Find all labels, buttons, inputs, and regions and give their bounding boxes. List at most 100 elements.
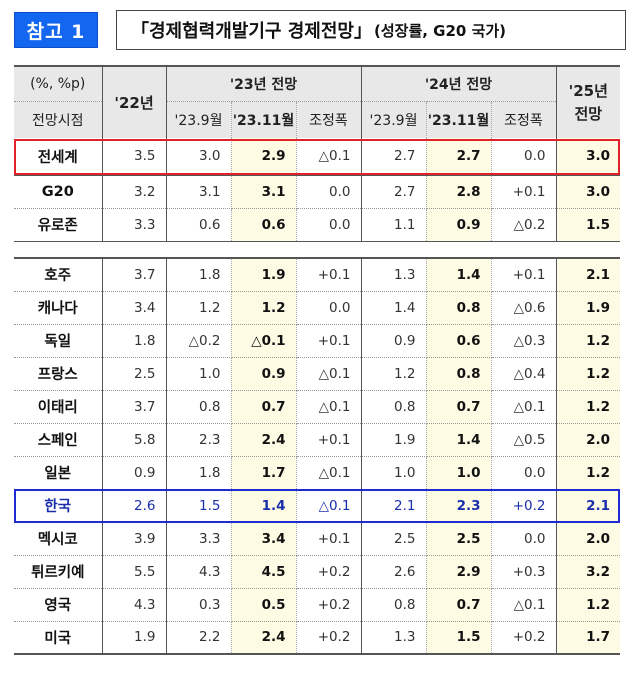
country-label: 튀르키예: [14, 555, 103, 589]
cell-y23-nov: 1.7: [231, 456, 297, 490]
cell-y24-sep: 1.4: [361, 291, 427, 325]
cell-y24-nov: 1.4: [426, 258, 492, 292]
header-2025-label: '25년 전망: [568, 82, 608, 123]
cell-y22: 4.3: [102, 588, 167, 622]
table-row: 전세계 3.5 3.0 2.9 △0.1 2.7 2.7 0.0 3.0: [14, 138, 620, 176]
cell-y23-adj: +0.2: [296, 621, 362, 655]
cell-y25: 1.7: [556, 621, 620, 655]
cell-y24-nov: 2.9: [426, 555, 492, 589]
cell-y23-sep: 0.6: [166, 208, 232, 242]
table-row: 영국 4.3 0.3 0.5 +0.2 0.8 0.7 △0.1 1.2: [14, 588, 620, 622]
cell-y23-sep: 3.0: [166, 138, 232, 176]
cell-y23-adj: △0.1: [296, 456, 362, 490]
cell-y24-nov: 1.4: [426, 423, 492, 457]
growth-outlook-table: (%, %p) '22년 '23년 전망 '24년 전망 '25년 전망 전망시…: [14, 65, 620, 655]
cell-y25: 2.1: [556, 489, 620, 523]
cell-y24-sep: 2.7: [361, 138, 427, 176]
table-row: 한국 2.6 1.5 1.4 △0.1 2.1 2.3 +0.2 2.1: [14, 489, 620, 523]
cell-y24-nov: 0.9: [426, 208, 492, 242]
country-label: 유로존: [14, 208, 103, 242]
cell-y24-sep: 1.0: [361, 456, 427, 490]
header-2023-nov: '23.11월: [231, 101, 297, 138]
cell-y24-sep: 1.3: [361, 258, 427, 292]
table-row: 이태리 3.7 0.8 0.7 △0.1 0.8 0.7 △0.1 1.2: [14, 390, 620, 424]
header-2025: '25년 전망: [556, 65, 620, 138]
cell-y25: 1.9: [556, 291, 620, 325]
cell-y22: 1.8: [102, 324, 167, 358]
cell-y23-adj: 0.0: [296, 208, 362, 242]
cell-y24-nov: 2.3: [426, 489, 492, 523]
cell-y22: 3.7: [102, 258, 167, 292]
cell-y23-nov: 3.1: [231, 175, 297, 209]
country-label: 미국: [14, 621, 103, 655]
cell-y25: 2.0: [556, 423, 620, 457]
title-subtitle: (성장률, G20 국가): [374, 21, 507, 40]
cell-y24-adj: 0.0: [491, 456, 557, 490]
header-2023-adj: 조정폭: [296, 101, 362, 138]
cell-y23-adj: △0.1: [296, 138, 362, 176]
cell-y23-nov: 0.5: [231, 588, 297, 622]
cell-y24-sep: 1.9: [361, 423, 427, 457]
cell-y23-adj: △0.1: [296, 390, 362, 424]
cell-y24-sep: 2.6: [361, 555, 427, 589]
cell-y23-nov: 0.9: [231, 357, 297, 391]
table-row: 독일 1.8 △0.2 △0.1 +0.1 0.9 0.6 △0.3 1.2: [14, 324, 620, 358]
cell-y23-nov: 4.5: [231, 555, 297, 589]
table-row: 유로존 3.3 0.6 0.6 0.0 1.1 0.9 △0.2 1.5: [14, 208, 620, 242]
cell-y25: 1.2: [556, 357, 620, 391]
cell-y23-sep: 3.3: [166, 522, 232, 556]
cell-y24-sep: 0.9: [361, 324, 427, 358]
cell-y23-nov: 0.6: [231, 208, 297, 242]
cell-y24-sep: 0.8: [361, 588, 427, 622]
cell-y24-adj: +0.1: [491, 175, 557, 209]
country-label: 영국: [14, 588, 103, 622]
cell-y23-adj: 0.0: [296, 291, 362, 325]
header-2024-nov: '23.11월: [426, 101, 492, 138]
cell-y23-adj: +0.1: [296, 423, 362, 457]
cell-y23-sep: 4.3: [166, 555, 232, 589]
cell-y22: 3.9: [102, 522, 167, 556]
cell-y24-adj: △0.4: [491, 357, 557, 391]
country-label: 독일: [14, 324, 103, 358]
cell-y22: 3.4: [102, 291, 167, 325]
cell-y24-adj: +0.1: [491, 258, 557, 292]
cell-y24-sep: 2.7: [361, 175, 427, 209]
cell-y22: 0.9: [102, 456, 167, 490]
cell-y22: 5.8: [102, 423, 167, 457]
cell-y23-sep: 1.0: [166, 357, 232, 391]
table-row: 미국 1.9 2.2 2.4 +0.2 1.3 1.5 +0.2 1.7: [14, 621, 620, 655]
table-row: 멕시코 3.9 3.3 3.4 +0.1 2.5 2.5 0.0 2.0: [14, 522, 620, 556]
cell-y23-sep: 1.8: [166, 456, 232, 490]
country-label: 멕시코: [14, 522, 103, 556]
cell-y22: 3.2: [102, 175, 167, 209]
cell-y25: 1.2: [556, 324, 620, 358]
cell-y24-nov: 0.8: [426, 357, 492, 391]
cell-y24-sep: 2.5: [361, 522, 427, 556]
cell-y24-nov: 0.6: [426, 324, 492, 358]
cell-y23-nov: 1.4: [231, 489, 297, 523]
table-row: 프랑스 2.5 1.0 0.9 △0.1 1.2 0.8 △0.4 1.2: [14, 357, 620, 391]
country-label: 한국: [14, 489, 103, 523]
cell-y23-sep: 1.2: [166, 291, 232, 325]
cell-y24-nov: 1.0: [426, 456, 492, 490]
cell-y23-sep: △0.2: [166, 324, 232, 358]
cell-y23-adj: 0.0: [296, 175, 362, 209]
cell-y23-nov: 2.4: [231, 423, 297, 457]
cell-y22: 2.6: [102, 489, 167, 523]
cell-y24-adj: △0.1: [491, 390, 557, 424]
country-label: 프랑스: [14, 357, 103, 391]
cell-y23-adj: +0.1: [296, 258, 362, 292]
cell-y24-nov: 1.5: [426, 621, 492, 655]
cell-y23-adj: +0.2: [296, 588, 362, 622]
cell-y25: 2.0: [556, 522, 620, 556]
header-group-2024: '24년 전망: [361, 65, 557, 102]
country-label: G20: [14, 175, 103, 209]
cell-y23-sep: 3.1: [166, 175, 232, 209]
cell-y23-adj: +0.1: [296, 522, 362, 556]
cell-y24-nov: 2.8: [426, 175, 492, 209]
table-row: 일본 0.9 1.8 1.7 △0.1 1.0 1.0 0.0 1.2: [14, 456, 620, 490]
cell-y23-nov: 1.2: [231, 291, 297, 325]
cell-y25: 3.2: [556, 555, 620, 589]
country-label: 호주: [14, 258, 103, 292]
header-2023-sep: '23.9월: [166, 101, 232, 138]
